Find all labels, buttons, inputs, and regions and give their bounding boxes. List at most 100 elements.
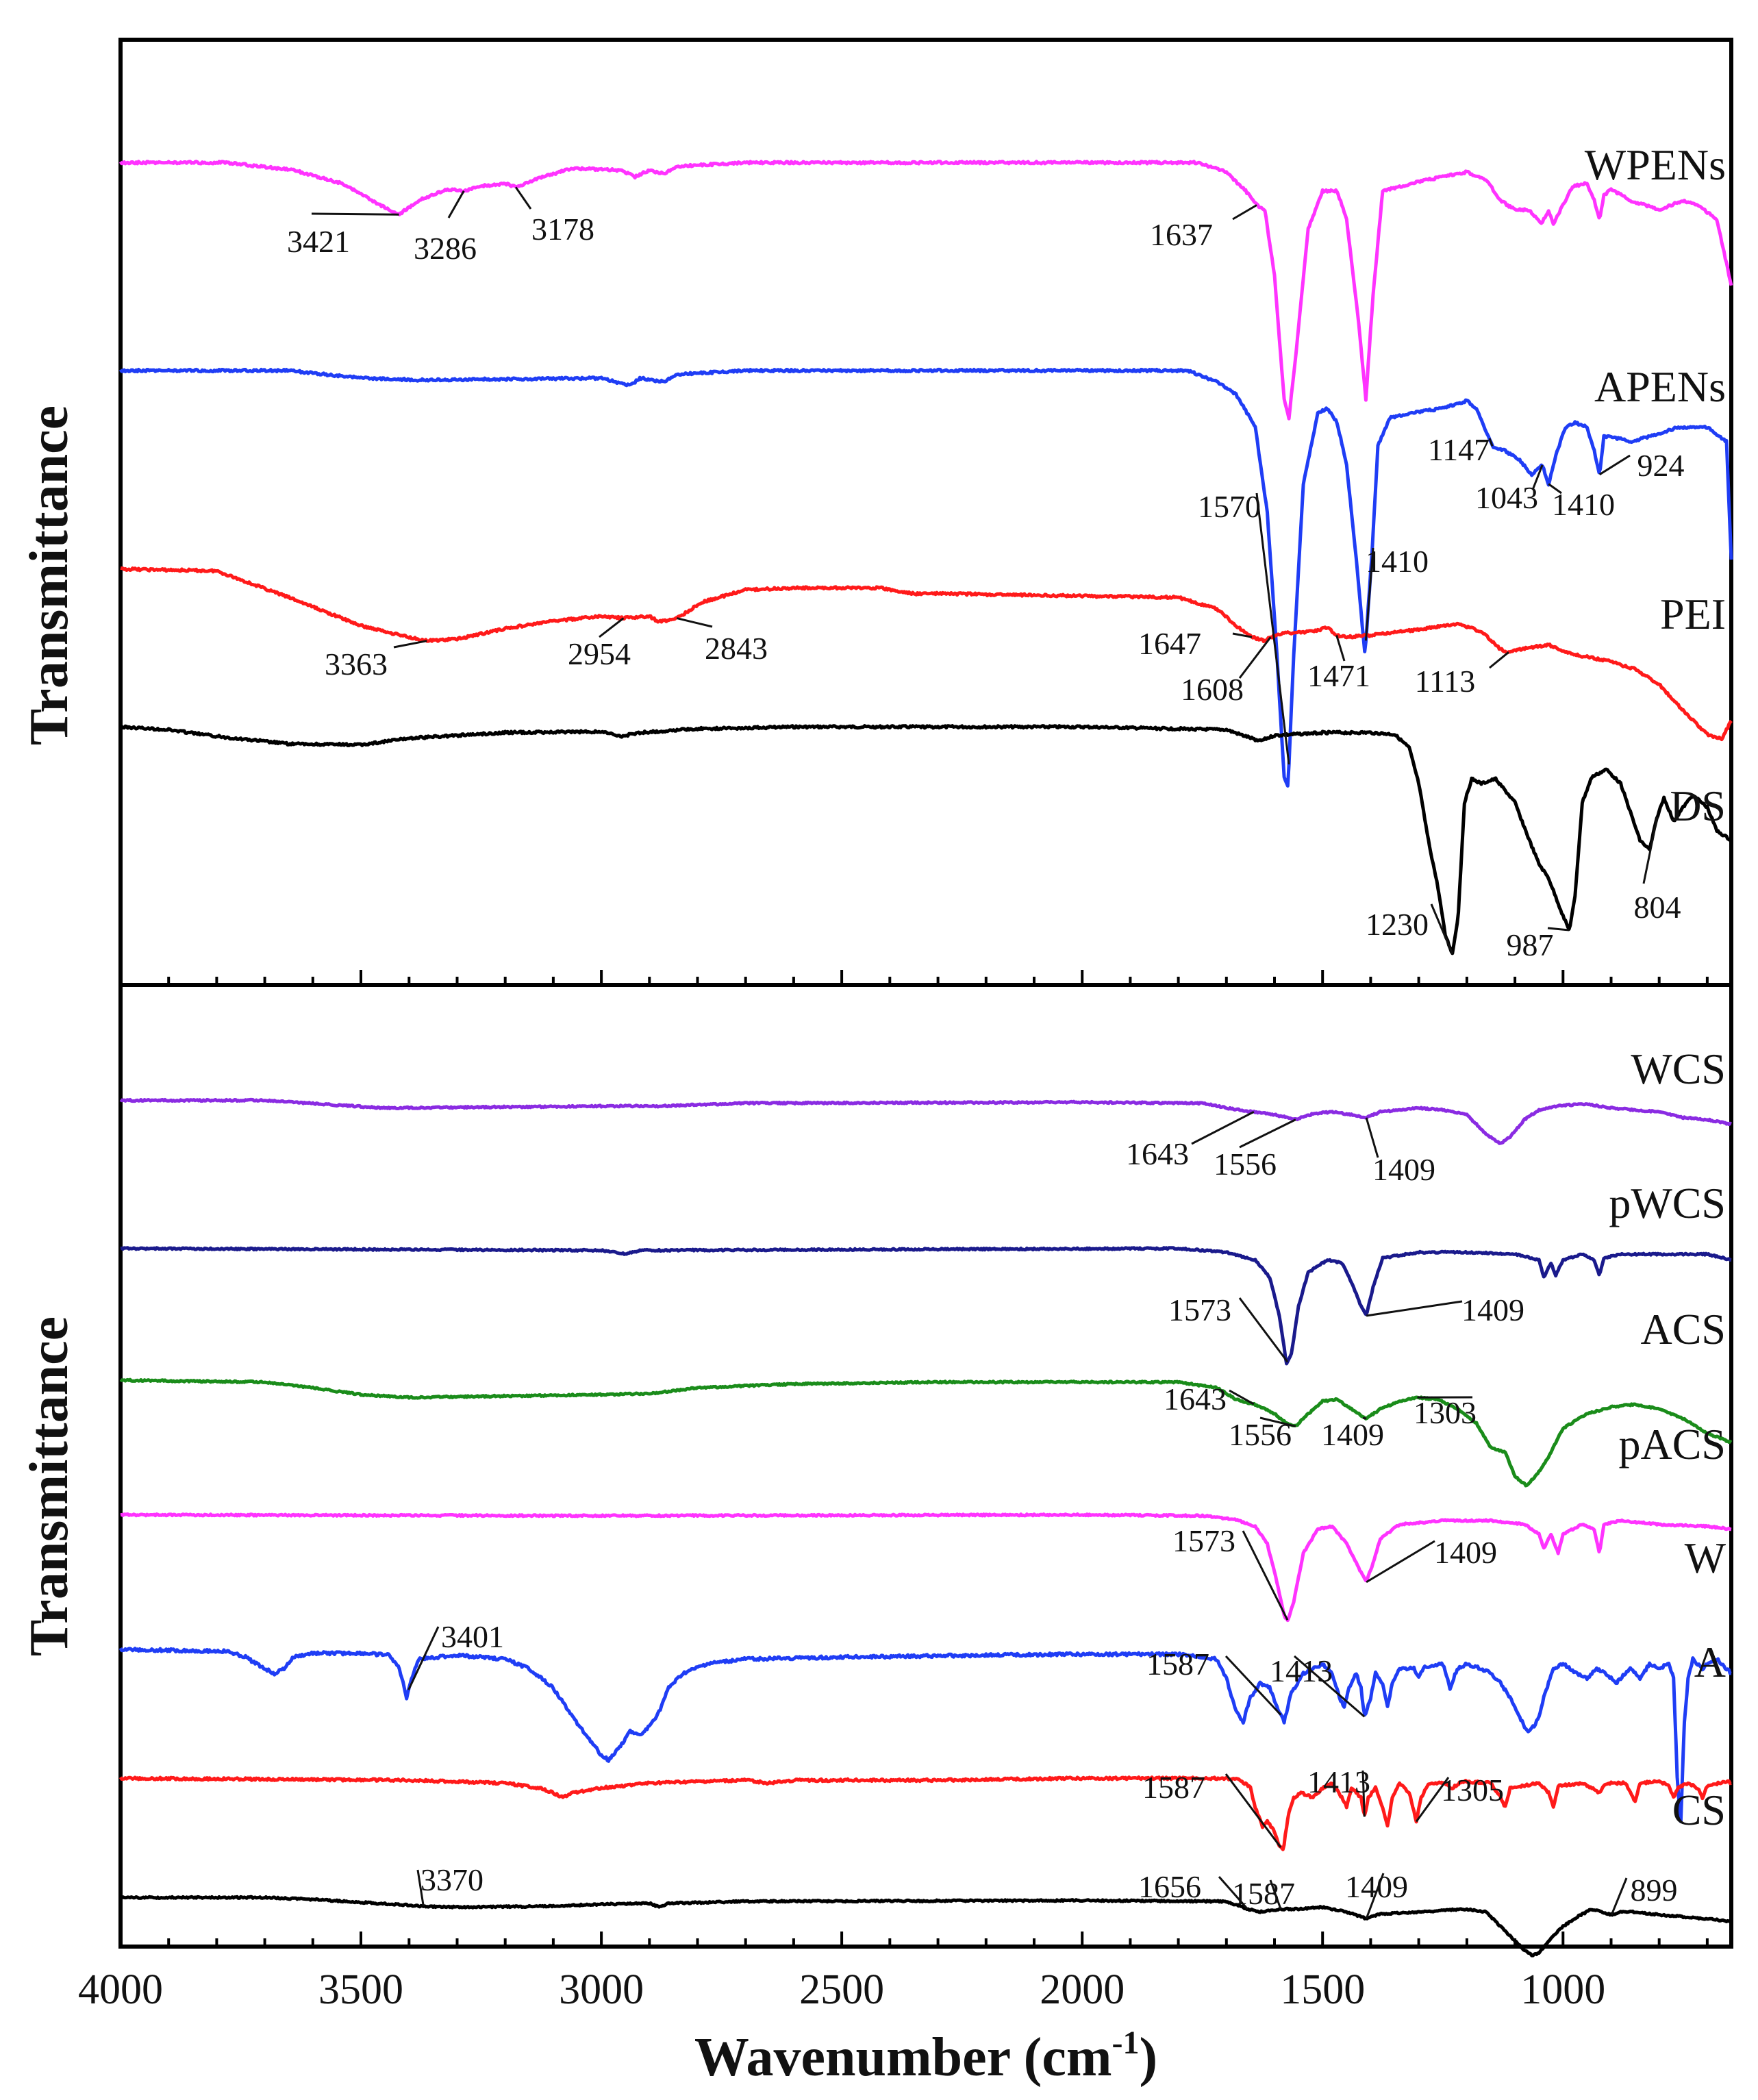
- series-line-pei: [120, 566, 1733, 742]
- x-tick-label: 2500: [799, 1966, 884, 2013]
- peak-annotation: 1409: [1321, 1417, 1384, 1452]
- annotation-leader: [1361, 1770, 1366, 1817]
- annotation-leader: [1430, 903, 1454, 955]
- x-axis-label: Wavenumber (cm-1): [694, 2025, 1157, 2088]
- annotation-leader: [1365, 1873, 1385, 1919]
- annotation-leader: [1364, 547, 1374, 641]
- annotation-leaders: [311, 186, 1659, 1919]
- peak-annotation: 1587: [1146, 1647, 1209, 1682]
- y-axis-label-top: Transmittance: [19, 405, 79, 745]
- peak-annotation: 3401: [441, 1619, 504, 1654]
- peak-annotation: 1556: [1229, 1417, 1292, 1452]
- peak-annotation: 1230: [1366, 907, 1429, 942]
- annotation-leader: [1488, 438, 1494, 447]
- peak-annotation: 1305: [1441, 1773, 1504, 1808]
- annotation-leader: [1610, 1877, 1628, 1916]
- peak-annotation: 1656: [1138, 1869, 1201, 1904]
- x-tick-label: 1500: [1280, 1966, 1365, 2013]
- x-axis-label-close: ): [1139, 2027, 1157, 2088]
- annotation-leader: [1642, 816, 1659, 884]
- peak-annotation: 1113: [1415, 664, 1476, 699]
- annotation-leader: [1255, 492, 1290, 765]
- x-tick-label: 4000: [78, 1966, 163, 2013]
- series-line-wcs: [119, 1097, 1732, 1145]
- series-line-pacs: [120, 1512, 1732, 1623]
- peak-annotation: 1471: [1307, 658, 1370, 693]
- annotation-leader: [1366, 1540, 1435, 1584]
- peak-annotation: 1409: [1461, 1292, 1524, 1327]
- annotation-leader: [1489, 651, 1509, 669]
- y-axis-label-bottom: Transmittance: [19, 1316, 79, 1656]
- annotation-leader: [393, 640, 427, 649]
- annotation-leader: [1238, 636, 1272, 679]
- series-line-cs: [120, 1895, 1733, 1958]
- peak-annotation: 1303: [1414, 1395, 1477, 1430]
- peak-annotation: 924: [1637, 448, 1685, 483]
- peak-annotation: 2954: [568, 636, 631, 671]
- annotation-leader: [1232, 204, 1257, 221]
- peak-annotation: 1587: [1232, 1876, 1295, 1911]
- series-line-ds: [120, 724, 1732, 955]
- series-label-wcs: WCS: [1631, 1045, 1726, 1093]
- series-label-pwcs: pWCS: [1609, 1179, 1726, 1227]
- series-line-wpens: [118, 160, 1733, 421]
- annotation-leader: [416, 1869, 425, 1907]
- label-layer: WPENs APENs PEI DS 3421 3286 3178 1637 1570 1410 1…: [287, 140, 1726, 1911]
- x-tick-label: 3500: [318, 1966, 403, 2013]
- series-label-acs: ACS: [1641, 1305, 1726, 1353]
- annotation-leader: [1225, 1655, 1282, 1716]
- series-label-cs: CS: [1672, 1786, 1726, 1834]
- peak-annotation: 1587: [1142, 1770, 1205, 1805]
- peak-annotation: 1637: [1150, 217, 1213, 252]
- annotation-leader: [1225, 1773, 1282, 1849]
- x-axis-label-sup: -1: [1112, 2025, 1139, 2061]
- peak-annotation: 1410: [1552, 487, 1615, 522]
- annotation-leader: [1238, 1297, 1289, 1363]
- x-tick-label: 3000: [559, 1966, 644, 2013]
- x-axis-label-main: Wavenumber (cm: [694, 2027, 1112, 2088]
- annotation-leader: [676, 617, 713, 628]
- series-line-a: [118, 1775, 1732, 1851]
- peak-annotation: 1573: [1168, 1292, 1231, 1327]
- peak-annotation: 3370: [420, 1862, 484, 1897]
- annotation-leader: [1547, 927, 1570, 932]
- peak-annotation: 3286: [414, 231, 477, 266]
- peak-annotation: 1647: [1138, 626, 1201, 661]
- peak-annotation: 1556: [1214, 1147, 1277, 1182]
- peak-annotation: 1409: [1434, 1535, 1497, 1570]
- series-layer: [118, 160, 1733, 1958]
- peak-annotation: 1410: [1366, 544, 1429, 579]
- annotation-leader: [1531, 464, 1544, 490]
- peak-annotation: 3421: [287, 224, 350, 259]
- series-label-ds: DS: [1670, 782, 1726, 830]
- annotation-leader: [599, 617, 625, 638]
- series-line-acs: [119, 1377, 1733, 1488]
- annotation-leader: [1269, 1879, 1282, 1910]
- peak-annotation: 1643: [1126, 1136, 1189, 1171]
- series-label-apens: APENs: [1594, 362, 1726, 411]
- annotation-leader: [1598, 454, 1631, 476]
- peak-annotation: 1413: [1270, 1653, 1333, 1688]
- annotation-leader: [514, 186, 532, 210]
- annotation-leader: [1218, 1876, 1248, 1910]
- peak-annotation: 1147: [1428, 432, 1490, 467]
- plot-frame: [118, 38, 1733, 1949]
- annotation-leader: [1229, 1389, 1255, 1405]
- x-tick-label: 1000: [1520, 1966, 1605, 2013]
- x-axis-ticks: 4000 3500 3000 2500 2000 1500 1000: [78, 970, 1709, 2013]
- peak-annotation: 1570: [1198, 489, 1261, 524]
- annotation-leader: [1294, 1655, 1366, 1718]
- x-tick-label: 2000: [1040, 1966, 1125, 2013]
- annotation-leader: [1191, 1110, 1255, 1145]
- series-label-w: W: [1685, 1534, 1726, 1582]
- series-line-apens: [118, 367, 1733, 788]
- series-label-wpens: WPENs: [1585, 140, 1726, 189]
- peak-annotation: 1413: [1307, 1764, 1370, 1799]
- peak-annotation: 804: [1634, 890, 1681, 925]
- annotation-leader: [407, 1626, 440, 1690]
- peak-annotation: 1409: [1372, 1152, 1435, 1187]
- peak-annotation: 899: [1631, 1873, 1678, 1908]
- series-label-pei: PEI: [1660, 590, 1726, 638]
- annotation-leader: [447, 190, 465, 218]
